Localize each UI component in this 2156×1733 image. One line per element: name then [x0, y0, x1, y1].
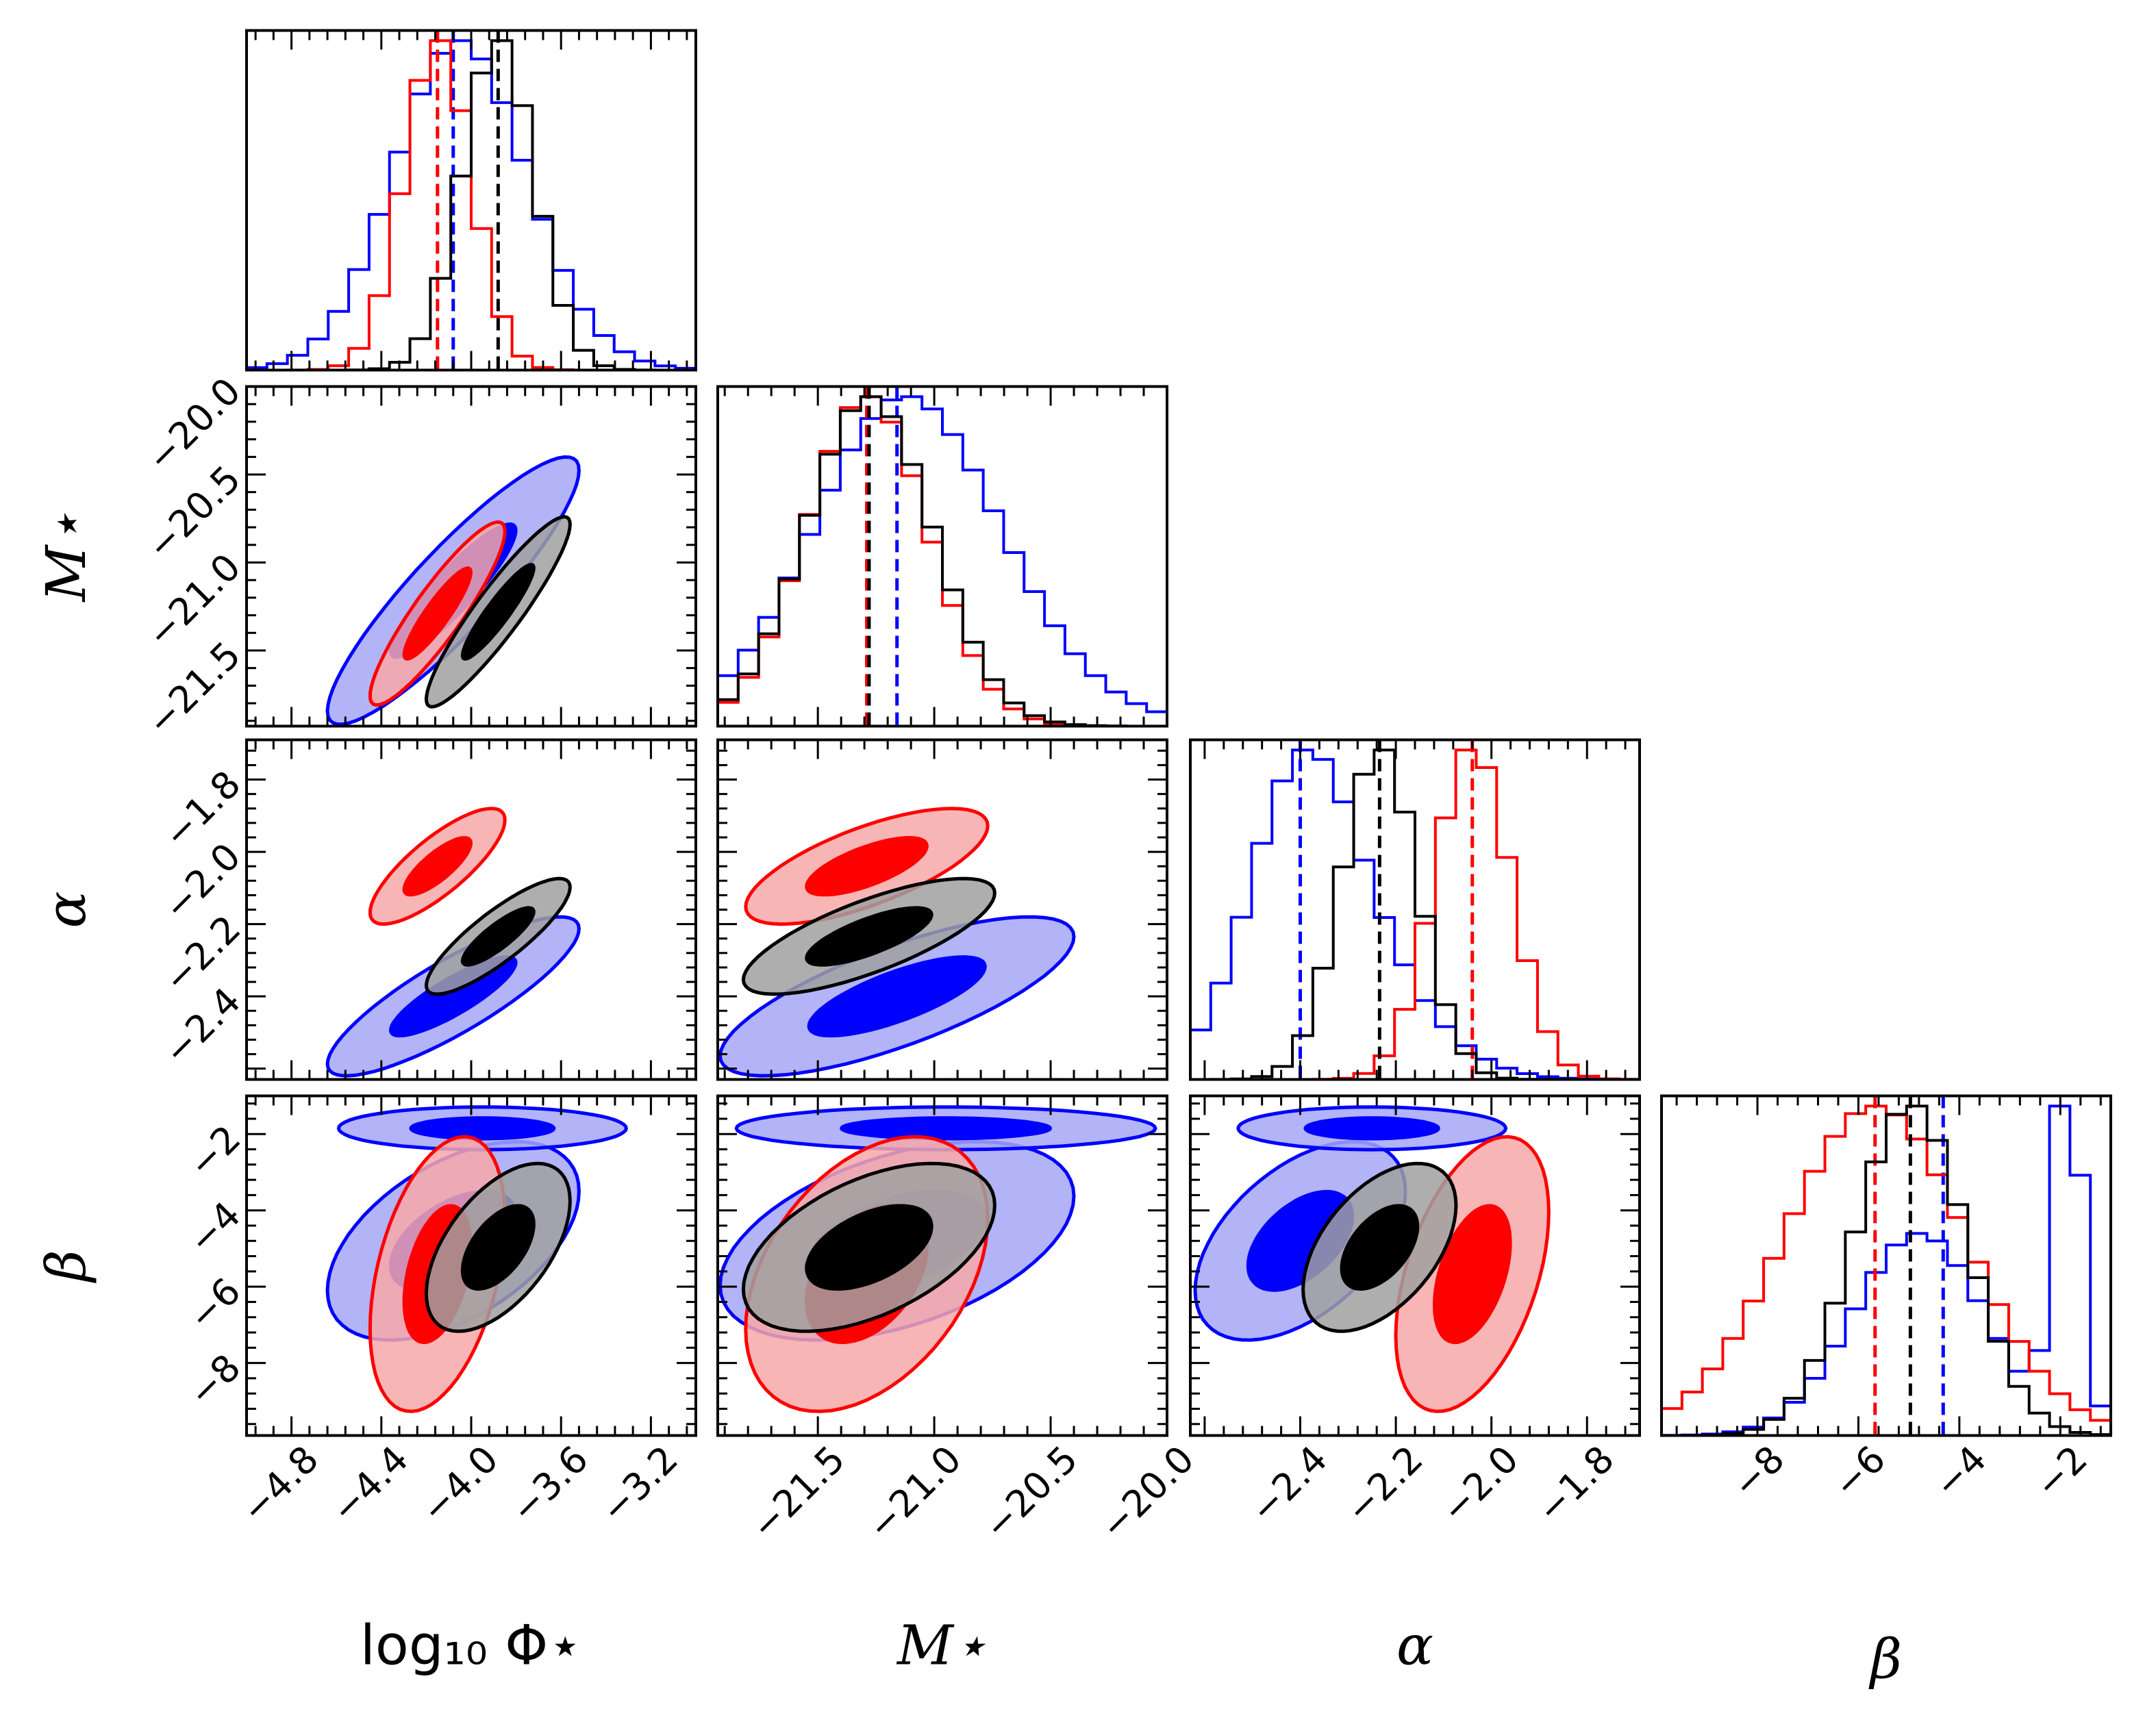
x-tick-label: −2.4: [1242, 1437, 1336, 1531]
panel-mstar-logphi: [245, 385, 697, 728]
x-tick-label: −4: [1926, 1437, 1995, 1506]
y-axis-label-alpha: α: [34, 891, 98, 928]
y-tick-label: −21.0: [138, 545, 249, 656]
panel-frame: [245, 1094, 697, 1437]
contour-1sigma-black: [460, 563, 536, 661]
contour-1sigma-blue: [807, 955, 987, 1038]
y-tick-label: −8: [180, 1346, 249, 1415]
contour-1sigma-blue: [409, 1116, 556, 1141]
y-tick-label: −20.0: [138, 369, 249, 480]
panel-beta-beta: [1660, 1094, 2112, 1437]
x-tick-label: −20.5: [975, 1437, 1086, 1548]
panel-content: [1193, 1105, 1551, 1413]
x-tick-label: −20.0: [1092, 1437, 1203, 1548]
x-tick-label: −2: [2027, 1437, 2096, 1506]
panel-alpha-alpha: [1189, 738, 1641, 1081]
y-tick-label: −1.8: [155, 763, 249, 857]
panel-frame: [716, 385, 1168, 728]
x-axis-label-mstar: M⋆: [896, 1614, 988, 1678]
histogram-red: [1662, 1104, 2111, 1436]
panel-beta-mstar: [716, 1094, 1168, 1437]
contour-1sigma-red: [1432, 1204, 1512, 1345]
x-tick-label: −6: [1825, 1437, 1894, 1506]
x-tick-label: −21.0: [859, 1437, 970, 1548]
histogram-black: [1662, 1104, 2111, 1436]
panel-alpha-mstar: [716, 738, 1168, 1081]
contour-1sigma-black: [805, 1204, 933, 1291]
panels: [245, 29, 2112, 1437]
panel-content: [718, 386, 1167, 726]
x-tick-label: −3.2: [592, 1437, 686, 1531]
panel-content: [325, 1105, 629, 1413]
y-tick-label: −2: [180, 1117, 249, 1186]
panel-content: [1190, 739, 1640, 1080]
y-tick-label: −2.2: [155, 907, 249, 1001]
contour-1sigma-black: [805, 906, 933, 967]
x-tick-label: −1.8: [1529, 1437, 1622, 1531]
x-tick-label: −21.5: [742, 1437, 853, 1548]
panel-content: [325, 807, 581, 1078]
panel-frame: [1189, 1094, 1641, 1437]
panel-mstar-mstar: [716, 385, 1168, 728]
x-axis-label-alpha: α: [1396, 1614, 1433, 1678]
contour-1sigma-blue: [840, 1116, 1053, 1141]
x-axis-label-logphi: log₁₀ Φ⋆: [360, 1614, 583, 1678]
x-tick-label: −2.2: [1337, 1437, 1431, 1531]
panel-frame: [1660, 1094, 2112, 1437]
panel-alpha-logphi: [245, 738, 697, 1081]
y-tick-label: −21.5: [138, 633, 249, 744]
panel-frame: [1189, 738, 1641, 1081]
panel-frame: [245, 738, 697, 1081]
panel-beta-alpha: [1189, 1094, 1641, 1437]
x-tick-label: −4.4: [323, 1437, 416, 1531]
y-tick-label: −2.4: [155, 979, 249, 1073]
y-tick-label: −2.0: [155, 835, 249, 928]
contour-1sigma-red: [402, 566, 473, 661]
contour-1sigma-black: [1340, 1204, 1420, 1291]
panel-frame: [245, 29, 697, 372]
x-tick-label: −4.0: [412, 1437, 506, 1531]
contour-1sigma-black: [460, 906, 536, 967]
panel-content: [325, 455, 581, 726]
contour-1sigma-black: [460, 1204, 536, 1291]
panel-content: [1662, 1096, 2111, 1436]
panel-frame: [716, 738, 1168, 1081]
panel-content: [247, 30, 696, 370]
x-tick-label: −2.0: [1433, 1437, 1527, 1531]
panel-frame: [245, 385, 697, 728]
panel-content: [718, 1105, 1157, 1413]
y-tick-label: −4: [180, 1193, 249, 1263]
panel-content: [718, 807, 1076, 1078]
y-axis-label-mstar: M⋆: [34, 511, 98, 603]
y-tick-label: −6: [180, 1269, 249, 1339]
contour-1sigma-blue: [1303, 1116, 1440, 1141]
x-tick-label: −3.6: [503, 1437, 597, 1531]
y-axis-label-beta: β: [34, 1250, 98, 1283]
x-tick-label: −4.8: [233, 1437, 327, 1531]
panel-beta-logphi: [245, 1094, 697, 1437]
contour-1sigma-red: [402, 836, 473, 897]
panel-frame: [716, 1094, 1168, 1437]
x-tick-label: −8: [1724, 1437, 1793, 1506]
contour-1sigma-red: [805, 835, 929, 897]
panel-logphi-logphi: [245, 29, 697, 372]
x-axis-label-beta: β: [1868, 1628, 1902, 1691]
y-tick-label: −20.5: [138, 457, 249, 568]
histogram-black: [1190, 748, 1640, 1080]
